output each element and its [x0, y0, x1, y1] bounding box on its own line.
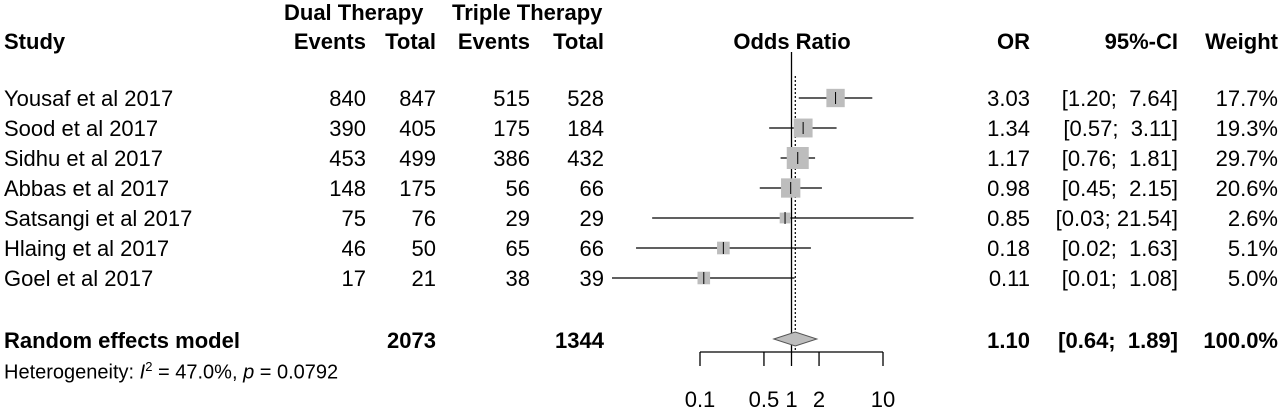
- row-or: 0.85: [987, 206, 1030, 231]
- row-or: 0.11: [988, 266, 1030, 291]
- row-or: 0.98: [987, 176, 1030, 201]
- row-e1: 46: [341, 236, 366, 261]
- row-weight: 19.3%: [1215, 116, 1278, 141]
- x-tick-label: 0.1: [685, 387, 716, 410]
- row-study: Satsangi et al 2017: [4, 206, 193, 231]
- row-t1: 499: [399, 146, 436, 171]
- row-study: Abbas et al 2017: [4, 176, 170, 201]
- row-e1: 148: [329, 176, 366, 201]
- total2-header: Total: [553, 29, 604, 54]
- row-ci: [0.03; 21.54]: [1055, 206, 1178, 231]
- row-e2: 38: [505, 266, 530, 291]
- i-squared-symbol: I: [139, 361, 146, 384]
- row-t1: 405: [399, 116, 436, 141]
- row-or: 3.03: [987, 86, 1030, 111]
- row-t2: 184: [567, 116, 604, 141]
- summary-or: 1.10: [987, 328, 1030, 353]
- row-t1: 175: [399, 176, 436, 201]
- row-weight: 20.6%: [1215, 176, 1278, 201]
- group1-header: Dual Therapy: [284, 0, 424, 25]
- row-study: Sood et al 2017: [4, 116, 159, 141]
- row-t2: 66: [579, 176, 604, 201]
- summary-total1: 2073: [387, 328, 436, 353]
- row-e2: 65: [505, 236, 530, 261]
- row-study: Sidhu et al 2017: [4, 146, 164, 171]
- row-weight: 29.7%: [1215, 146, 1278, 171]
- row-or: 0.18: [987, 236, 1030, 261]
- row-e2: 515: [493, 86, 530, 111]
- row-e2: 29: [505, 206, 530, 231]
- row-t2: 29: [579, 206, 604, 231]
- row-ci: [0.02; 1.63]: [1061, 236, 1178, 261]
- row-weight: 5.0%: [1227, 266, 1278, 291]
- x-tick-label: 0.5: [749, 387, 780, 410]
- row-ci: [0.01; 1.08]: [1061, 266, 1178, 291]
- ci-header: 95%-CI: [1104, 29, 1178, 54]
- row-e2: 175: [493, 116, 530, 141]
- or-header: OR: [997, 29, 1030, 54]
- i-squared-value: = 47.0%,: [152, 361, 244, 384]
- row-ci: [0.76; 1.81]: [1061, 146, 1178, 171]
- x-tick-label: 10: [871, 387, 895, 410]
- row-e1: 453: [329, 146, 366, 171]
- row-t2: 528: [567, 86, 604, 111]
- summary-weight: 100.0%: [1203, 328, 1278, 353]
- heterogeneity-text: Heterogeneity: I2 = 47.0%, p = 0.0792: [4, 360, 338, 383]
- row-e1: 17: [341, 266, 366, 291]
- row-t1: 847: [399, 86, 436, 111]
- row-e1: 75: [341, 206, 366, 231]
- group2-header: Triple Therapy: [452, 0, 603, 25]
- row-study: Yousaf et al 2017: [4, 86, 174, 111]
- pooled-diamond: [772, 331, 819, 347]
- row-or: 1.17: [987, 146, 1030, 171]
- x-tick-label: 1: [785, 387, 797, 410]
- heterogeneity-prefix: Heterogeneity:: [4, 361, 140, 384]
- row-t1: 21: [411, 266, 436, 291]
- row-weight: 2.6%: [1227, 206, 1278, 231]
- row-study: Hlaing et al 2017: [4, 236, 170, 261]
- summary-ci: [0.64; 1.89]: [1058, 328, 1178, 353]
- row-weight: 17.7%: [1215, 86, 1278, 111]
- row-e1: 390: [329, 116, 366, 141]
- x-tick-label: 2: [813, 387, 825, 410]
- events2-header: Events: [457, 29, 530, 54]
- row-t1: 76: [411, 206, 436, 231]
- row-t2: 39: [579, 266, 604, 291]
- study-header: Study: [4, 29, 66, 54]
- row-e2: 386: [493, 146, 530, 171]
- row-e1: 840: [329, 86, 366, 111]
- row-ci: [1.20; 7.64]: [1061, 86, 1178, 111]
- i-squared-exponent: 2: [145, 359, 153, 374]
- row-ci: [0.57; 3.11]: [1063, 116, 1178, 141]
- row-t2: 432: [567, 146, 604, 171]
- p-value: = 0.0792: [254, 361, 339, 384]
- summary-total2: 1344: [555, 328, 604, 353]
- row-study: Goel et al 2017: [4, 266, 154, 291]
- row-weight: 5.1%: [1227, 236, 1278, 261]
- p-symbol: p: [243, 361, 255, 384]
- row-ci: [0.45; 2.15]: [1061, 176, 1178, 201]
- row-t1: 50: [411, 236, 436, 261]
- row-t2: 66: [579, 236, 604, 261]
- total1-header: Total: [385, 29, 436, 54]
- summary-label: Random effects model: [4, 328, 240, 353]
- events1-header: Events: [293, 29, 366, 54]
- row-or: 1.34: [987, 116, 1030, 141]
- row-e2: 56: [505, 176, 530, 201]
- weight-header: Weight: [1205, 29, 1278, 54]
- odds-ratio-header: Odds Ratio: [733, 29, 851, 54]
